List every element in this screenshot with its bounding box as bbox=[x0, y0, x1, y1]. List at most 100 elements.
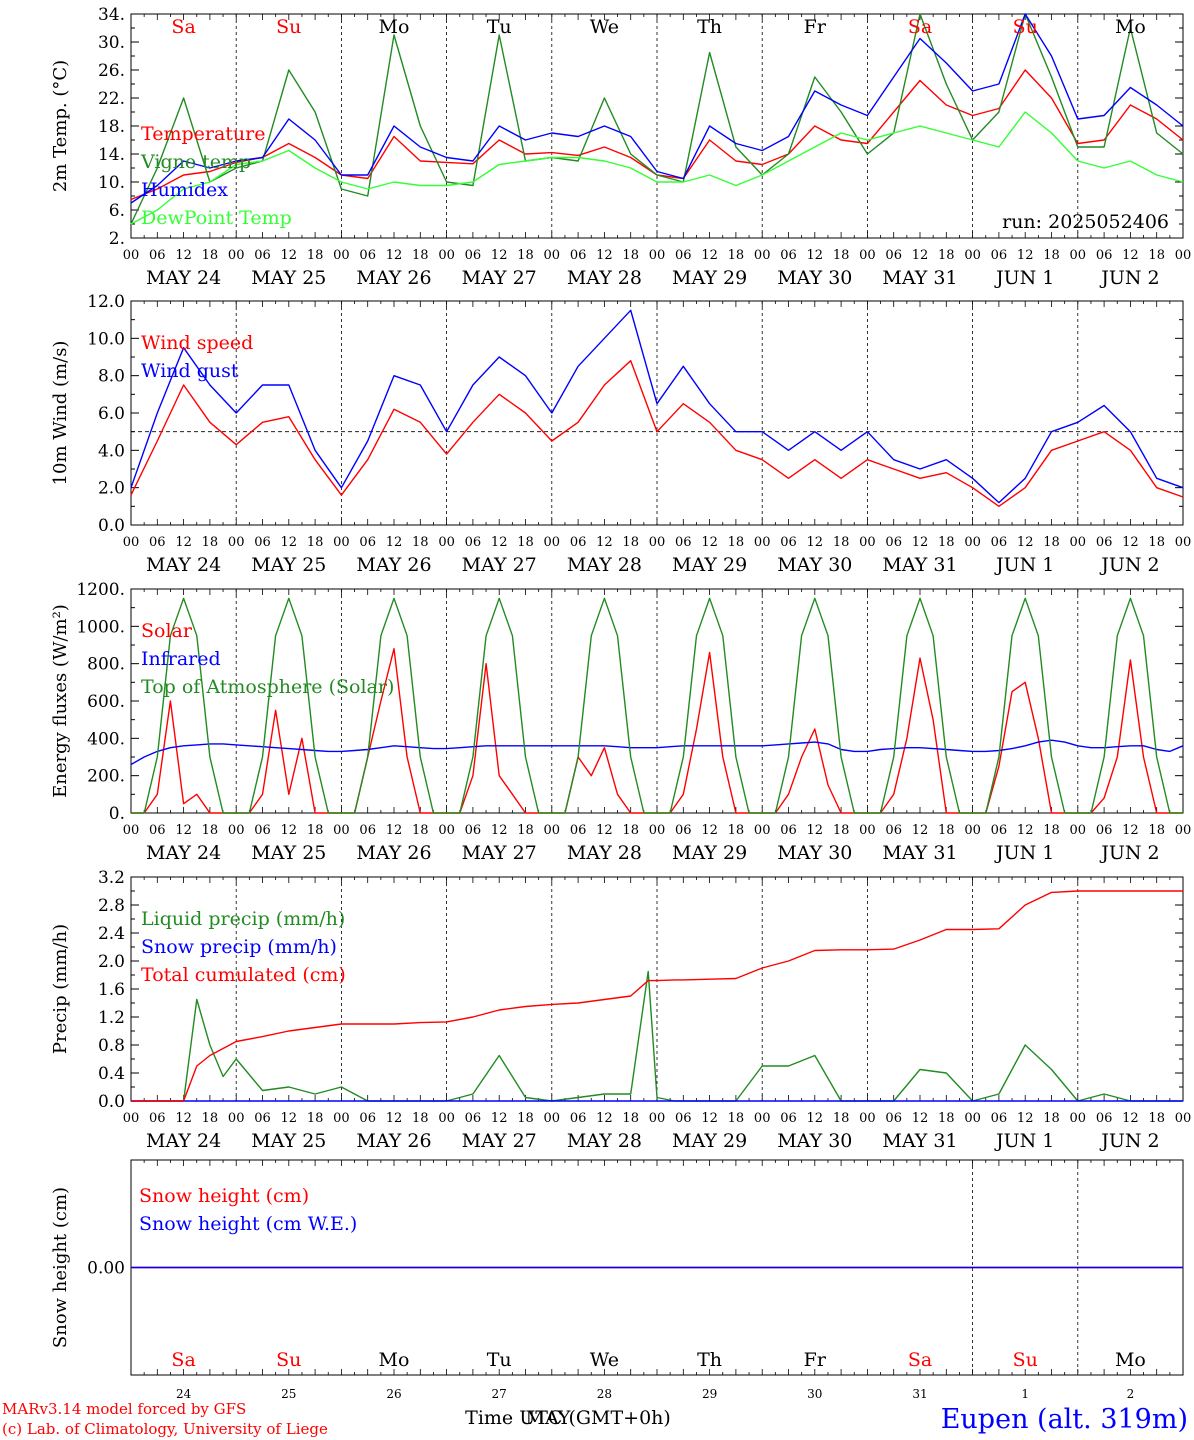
day-label: MAY 28 bbox=[567, 267, 642, 289]
hour-tick-label: 06 bbox=[149, 248, 166, 263]
y-tick-label: 34. bbox=[98, 5, 125, 25]
day-number-label: 29 bbox=[702, 1387, 717, 1401]
y-tick-label: 200. bbox=[87, 767, 125, 787]
hour-tick-label: 06 bbox=[1096, 248, 1113, 263]
hour-tick-label: 00 bbox=[438, 1111, 455, 1126]
hour-tick-label: 12 bbox=[1122, 248, 1139, 263]
day-number-label: 27 bbox=[492, 1387, 507, 1401]
y-tick-label: 400. bbox=[87, 729, 125, 749]
hour-tick-label: 06 bbox=[254, 248, 271, 263]
hour-tick-label: 06 bbox=[359, 823, 376, 838]
hour-tick-label: 12 bbox=[491, 1111, 508, 1126]
day-label: MAY 29 bbox=[672, 842, 747, 864]
hour-tick-label: 18 bbox=[728, 535, 745, 550]
hour-tick-label: 00 bbox=[228, 248, 245, 263]
hour-tick-label: 00 bbox=[544, 1111, 561, 1126]
y-tick-label: 10.0 bbox=[87, 329, 125, 349]
hour-tick-label: 18 bbox=[728, 823, 745, 838]
day-label: MAY 26 bbox=[356, 554, 431, 576]
series-line-temp-3 bbox=[130, 111, 1184, 225]
hour-tick-label: 00 bbox=[754, 1111, 771, 1126]
hour-tick-label: 06 bbox=[675, 248, 692, 263]
hour-tick-label: 12 bbox=[912, 535, 929, 550]
hour-tick-label: 18 bbox=[517, 535, 534, 550]
hour-tick-label: 18 bbox=[307, 248, 324, 263]
day-label: JUN 1 bbox=[994, 842, 1054, 864]
hour-tick-label: 06 bbox=[991, 823, 1008, 838]
day-label: MAY 28 bbox=[567, 554, 642, 576]
hour-tick-label: 00 bbox=[964, 535, 981, 550]
hour-tick-label: 00 bbox=[649, 535, 666, 550]
hour-tick-label: 12 bbox=[596, 1111, 613, 1126]
month-label: MAY bbox=[526, 1407, 571, 1429]
hour-tick-label: 00 bbox=[544, 535, 561, 550]
day-number-label: 1 bbox=[1021, 1387, 1029, 1401]
hour-tick-label: 12 bbox=[807, 248, 824, 263]
y-tick-label: 3.2 bbox=[98, 868, 125, 888]
day-label: MAY 24 bbox=[146, 1130, 221, 1152]
day-number-label: 31 bbox=[912, 1387, 927, 1401]
day-label: MAY 24 bbox=[146, 842, 221, 864]
hour-tick-label: 18 bbox=[833, 1111, 850, 1126]
hour-tick-label: 18 bbox=[517, 1111, 534, 1126]
hour-tick-label: 00 bbox=[333, 535, 350, 550]
plot-frame bbox=[130, 13, 1184, 239]
legend-entry: Humidex bbox=[141, 179, 228, 201]
day-number-label: 24 bbox=[176, 1387, 192, 1401]
y-tick-label: 2.8 bbox=[98, 896, 125, 916]
hour-tick-label: 06 bbox=[991, 248, 1008, 263]
hour-tick-label: 12 bbox=[701, 1111, 718, 1126]
hour-tick-label: 12 bbox=[1017, 535, 1034, 550]
hour-tick-label: 12 bbox=[807, 535, 824, 550]
hour-tick-label: 06 bbox=[570, 1111, 587, 1126]
weekday-label: Tu bbox=[487, 1349, 512, 1371]
panel-temp: 34. 30. 26. 22. 18. 14. 10. 6. 2. 2m Temp. (°C) Te… bbox=[50, 5, 1191, 289]
hour-tick-label: 12 bbox=[386, 535, 403, 550]
hour-tick-label: 00 bbox=[754, 823, 771, 838]
hour-tick-label: 06 bbox=[359, 248, 376, 263]
day-label: MAY 26 bbox=[356, 267, 431, 289]
day-label: MAY 24 bbox=[146, 554, 221, 576]
day-number-label: 26 bbox=[386, 1387, 401, 1401]
x-axis-label: Time UTC (GMT+0h) bbox=[465, 1407, 671, 1429]
weekday-label: Sa bbox=[908, 1349, 932, 1371]
day-label: MAY 25 bbox=[251, 1130, 326, 1152]
hour-tick-label: 00 bbox=[333, 823, 350, 838]
hour-tick-label: 12 bbox=[1122, 1111, 1139, 1126]
day-label: JUN 1 bbox=[994, 267, 1054, 289]
y-tick-label: 1.2 bbox=[98, 1008, 125, 1028]
hour-tick-label: 12 bbox=[701, 248, 718, 263]
hour-tick-label: 18 bbox=[412, 823, 429, 838]
day-label: MAY 25 bbox=[251, 554, 326, 576]
hour-tick-label: 06 bbox=[885, 535, 902, 550]
hour-tick-label: 06 bbox=[149, 823, 166, 838]
legend-entry: Total cumulated (cm) bbox=[141, 964, 346, 986]
hour-tick-label: 06 bbox=[465, 248, 482, 263]
credit-line-2: (c) Lab. of Climatology, University of L… bbox=[2, 1420, 328, 1438]
day-number-label: 30 bbox=[807, 1387, 822, 1401]
footer: MARv3.14 model forced by GFS (c) Lab. of … bbox=[2, 1400, 1188, 1438]
hour-tick-label: 18 bbox=[938, 1111, 955, 1126]
hour-tick-label: 00 bbox=[544, 248, 561, 263]
hour-tick-label: 00 bbox=[649, 823, 666, 838]
hour-tick-label: 06 bbox=[359, 1111, 376, 1126]
hour-tick-label: 00 bbox=[438, 535, 455, 550]
weekday-label: We bbox=[590, 16, 619, 38]
hour-tick-label: 00 bbox=[1070, 1111, 1087, 1126]
weekday-label: Sa bbox=[171, 1349, 195, 1371]
y-tick-label: 26. bbox=[98, 61, 125, 81]
hour-tick-label: 18 bbox=[622, 248, 639, 263]
hour-tick-label: 18 bbox=[728, 248, 745, 263]
hour-tick-label: 12 bbox=[596, 823, 613, 838]
y-tick-label: 0.0 bbox=[98, 1092, 125, 1112]
hour-tick-label: 12 bbox=[701, 823, 718, 838]
hour-tick-label: 12 bbox=[912, 823, 929, 838]
hour-tick-label: 06 bbox=[780, 1111, 797, 1126]
plot-frame bbox=[130, 300, 1184, 526]
hour-tick-label: 12 bbox=[491, 535, 508, 550]
y-tick-label: 2.0 bbox=[98, 479, 125, 499]
day-label: MAY 28 bbox=[567, 1130, 642, 1152]
panel-precip: 3.2 2.8 2.4 2.0 1.6 1.2 0.8 0.4 0.0 Precip (mm/h)… bbox=[50, 868, 1191, 1152]
hour-tick-label: 00 bbox=[964, 1111, 981, 1126]
hour-tick-label: 06 bbox=[570, 248, 587, 263]
